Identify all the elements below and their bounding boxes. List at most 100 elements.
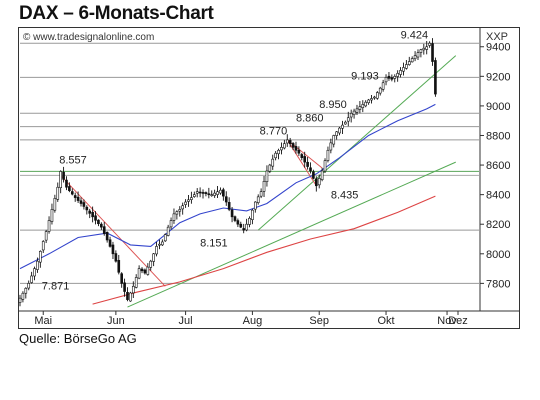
candle-body-7 xyxy=(39,251,42,263)
candle-body-38 xyxy=(129,292,132,302)
candle-body-41 xyxy=(137,268,141,279)
candle-body-21 xyxy=(79,200,83,204)
candle-22 xyxy=(82,199,86,210)
candle-body-24 xyxy=(88,210,92,214)
candle-35 xyxy=(120,272,123,288)
candle-91 xyxy=(283,139,286,150)
candle-body-130 xyxy=(396,73,399,77)
candle-129 xyxy=(393,74,397,83)
candle-112 xyxy=(344,120,347,125)
annotation-3: 8.770 xyxy=(260,126,288,138)
candle-85 xyxy=(265,165,269,187)
month-label-1: Jun xyxy=(107,315,125,327)
candle-body-28 xyxy=(100,223,103,228)
y-tick-label-2: 8200 xyxy=(486,219,510,231)
candle-124 xyxy=(378,86,382,96)
source-note: Quelle: BörseGo AG xyxy=(19,331,137,346)
candle-body-16 xyxy=(65,179,68,188)
candle-body-88 xyxy=(274,152,277,159)
month-label-5: Okt xyxy=(377,315,394,327)
candle-123 xyxy=(376,91,379,100)
candle-43 xyxy=(143,268,147,275)
candle-body-55 xyxy=(178,209,182,212)
candle-body-40 xyxy=(134,277,138,288)
candle-body-20 xyxy=(76,196,80,201)
candle-117 xyxy=(358,100,362,114)
month-label-0: Mai xyxy=(34,315,52,327)
candle-39 xyxy=(131,281,135,298)
candle-70 xyxy=(222,187,225,201)
candle-65 xyxy=(207,187,211,199)
candle-62 xyxy=(198,187,202,198)
candle-56 xyxy=(181,202,185,215)
candle-63 xyxy=(201,189,205,199)
candle-body-52 xyxy=(169,220,173,228)
candle-body-100 xyxy=(309,167,312,172)
candle-body-56 xyxy=(181,205,185,210)
candle-44 xyxy=(146,263,150,276)
series-line-1 xyxy=(92,195,436,305)
candle-130 xyxy=(396,70,399,82)
month-label-4: Sep xyxy=(309,315,329,327)
candle-106 xyxy=(326,146,330,163)
candle-2 xyxy=(24,287,28,299)
candle-66 xyxy=(210,190,214,197)
candle-76 xyxy=(239,221,243,229)
candle-69 xyxy=(219,187,222,195)
candle-116 xyxy=(355,104,359,116)
candle-body-27 xyxy=(97,219,100,225)
candle-body-26 xyxy=(94,215,97,221)
trend-line-1 xyxy=(257,55,457,231)
y-tick-label-3: 8400 xyxy=(486,190,510,202)
candle-body-62 xyxy=(198,191,202,194)
candle-38 xyxy=(129,291,132,302)
candle-100 xyxy=(309,162,312,174)
candle-59 xyxy=(190,191,193,204)
candle-body-135 xyxy=(410,58,414,63)
candle-body-14 xyxy=(59,171,62,188)
annotation-8: 9.424 xyxy=(401,30,429,42)
candle-125 xyxy=(381,79,385,92)
candle-131 xyxy=(399,67,402,78)
candle-body-37 xyxy=(126,292,129,300)
candle-body-51 xyxy=(166,226,170,236)
candle-92 xyxy=(285,134,289,147)
candle-body-129 xyxy=(393,76,397,79)
candle-body-85 xyxy=(265,170,269,182)
y-unit-label: XXP xyxy=(486,31,508,43)
candle-80 xyxy=(251,208,254,225)
y-tick-label-6: 9000 xyxy=(486,101,510,113)
candle-96 xyxy=(297,146,301,156)
candle-94 xyxy=(291,142,295,151)
candle-98 xyxy=(303,151,307,168)
candle-body-60 xyxy=(192,194,196,197)
candle-body-19 xyxy=(73,195,77,198)
candle-body-13 xyxy=(56,186,60,200)
trend-line-0 xyxy=(127,161,456,308)
candle-48 xyxy=(158,239,161,250)
candle-51 xyxy=(166,224,170,237)
y-axis-ticks: 7800 8000 8200 8400 8600 8800 9000 9200 9400 xyxy=(480,42,510,290)
candle-body-93 xyxy=(288,140,292,144)
candle-body-74 xyxy=(233,216,237,221)
candle-body-132 xyxy=(402,67,405,72)
candle-body-39 xyxy=(131,286,135,294)
candle-body-76 xyxy=(239,223,243,228)
candle-body-44 xyxy=(146,266,150,275)
candle-body-33 xyxy=(114,253,118,262)
candle-body-141 xyxy=(428,42,431,46)
candle-21 xyxy=(79,197,83,207)
candle-body-107 xyxy=(329,142,333,151)
month-label-2: Jul xyxy=(179,315,193,327)
y-tick-label-7: 9200 xyxy=(486,71,510,83)
candle-body-89 xyxy=(277,149,280,155)
candle-81 xyxy=(253,201,257,213)
candle-body-116 xyxy=(355,108,359,113)
candle-body-82 xyxy=(256,196,260,203)
candle-body-110 xyxy=(338,127,341,134)
candle-31 xyxy=(108,236,112,248)
candle-135 xyxy=(410,56,414,63)
candle-102 xyxy=(314,176,318,192)
candle-body-92 xyxy=(285,139,289,144)
